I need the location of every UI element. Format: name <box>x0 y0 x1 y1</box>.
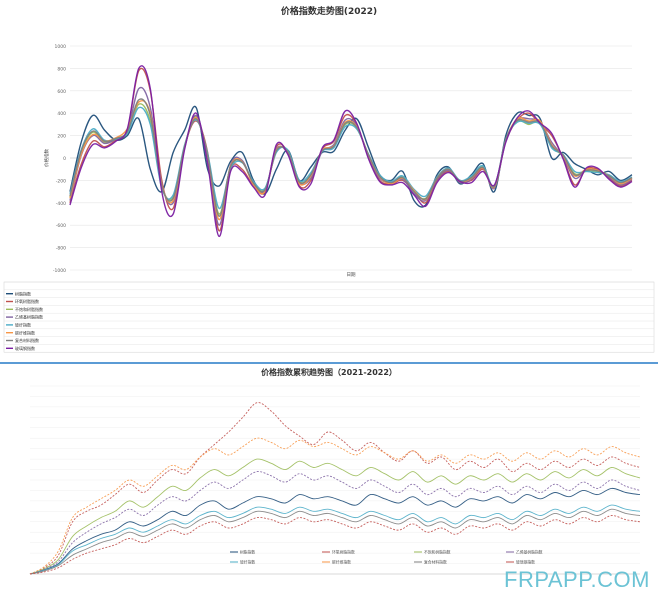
table-series-label: 树脂指数 <box>15 290 31 296</box>
watermark: FRPAPP.COM <box>504 567 650 592</box>
cumulative-line-4 <box>29 471 641 575</box>
y-tick-label: 1000 <box>55 44 67 50</box>
legend-item: 玻璃钢指数 <box>566 357 586 358</box>
cumulative-line-6 <box>29 437 641 575</box>
index-trend-chart: -1000 -800 -600 -400 -200 0 200 400 600 800 1000 价格… <box>3 44 655 358</box>
y-tick-label: -200 <box>56 178 66 184</box>
legend-item: 乙烯基树脂指数 <box>318 357 346 358</box>
chart-title: 价格指数累积趋势图（2021-2022） <box>261 368 397 377</box>
y-tick-label: 0 <box>63 156 66 162</box>
legend-item: 碳纤维指数 <box>442 357 462 358</box>
legend-item: 不饱和树脂指数 <box>256 357 284 358</box>
index-trend-panel-2022: 价格指数走势图(2022) -1000 -800 -600 -400 -200 0 200 4… <box>0 7 658 364</box>
chart-title: 价格指数走势图(2022) <box>280 7 378 17</box>
x-axis-label: 日期 <box>347 272 356 278</box>
y-tick-label: -800 <box>56 246 66 252</box>
legend-item: 树脂指数 <box>132 357 148 358</box>
legend-item: 环氧树脂指数 <box>194 357 218 358</box>
y-tick-label: -400 <box>56 201 66 207</box>
legend-item: 复合材料指数 <box>424 560 447 565</box>
table-series-label: 碳纤维指数 <box>15 329 35 335</box>
y-tick-label: 600 <box>57 89 66 95</box>
y-axis-label: 价格指数 <box>43 149 50 167</box>
legend-item: 树脂指数 <box>240 550 255 555</box>
table-series-label: 乙烯基树脂指数 <box>15 314 43 320</box>
table-series-label: 玻璃钢指数 <box>15 345 35 351</box>
y-tick-label: -1000 <box>53 268 66 274</box>
cumulative-trend-panel: 价格指数累积趋势图（2021-2022） 树脂指数 环氧树脂指数 不饱和树脂指数 乙烯… <box>0 364 658 599</box>
table-series-label: 玻纤指数 <box>15 322 31 328</box>
y-tick-label: 800 <box>57 66 66 72</box>
y-tick-label: -600 <box>56 223 66 229</box>
cumulative-line-1 <box>29 487 641 575</box>
legend-item: 乙烯基树脂指数 <box>516 550 543 555</box>
legend-item: 玻璃钢指数 <box>516 560 535 565</box>
cumulative-line-5 <box>29 504 641 575</box>
cumulative-line-2 <box>29 402 641 575</box>
legend-item: 不饱和树脂指数 <box>424 550 451 555</box>
legend-item: 玻纤指数 <box>240 560 255 565</box>
table-series-label: 不饱和树脂指数 <box>15 306 43 312</box>
legend-item: 环氧树脂指数 <box>332 550 355 555</box>
y-tick-label: 200 <box>57 134 66 140</box>
legend-item: 玻纤指数 <box>380 357 396 358</box>
legend-item: 复合材料指数 <box>504 357 528 358</box>
data-table-frame <box>3 281 655 353</box>
cumulative-line-3 <box>29 458 641 575</box>
series-line-8 <box>69 65 633 238</box>
cumulative-line-8 <box>29 515 641 575</box>
legend-item: 碳纤维指数 <box>332 560 351 565</box>
series-line-4 <box>69 86 633 226</box>
cumulative-line-7 <box>29 508 641 575</box>
table-series-label: 复合材料指数 <box>15 337 39 343</box>
table-series-label: 环氧树脂指数 <box>15 298 39 304</box>
y-tick-label: 400 <box>57 111 66 117</box>
